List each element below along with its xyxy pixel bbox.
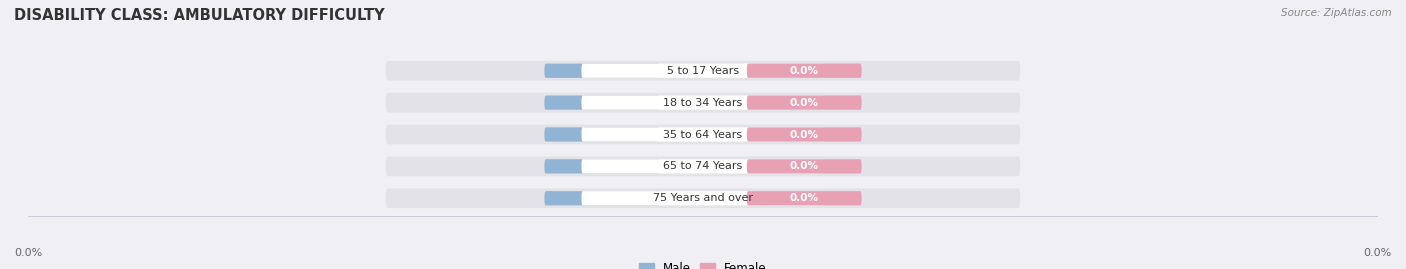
FancyBboxPatch shape [385, 125, 1021, 144]
FancyBboxPatch shape [582, 191, 824, 205]
FancyBboxPatch shape [747, 128, 862, 141]
FancyBboxPatch shape [582, 128, 824, 141]
Text: 75 Years and over: 75 Years and over [652, 193, 754, 203]
Text: 0.0%: 0.0% [790, 98, 818, 108]
FancyBboxPatch shape [385, 157, 1021, 176]
FancyBboxPatch shape [747, 95, 862, 110]
Text: 5 to 17 Years: 5 to 17 Years [666, 66, 740, 76]
Text: 0.0%: 0.0% [790, 193, 818, 203]
FancyBboxPatch shape [544, 64, 659, 78]
FancyBboxPatch shape [582, 95, 824, 110]
FancyBboxPatch shape [747, 64, 862, 78]
Text: Source: ZipAtlas.com: Source: ZipAtlas.com [1281, 8, 1392, 18]
Text: 0.0%: 0.0% [588, 66, 616, 76]
Text: 0.0%: 0.0% [790, 66, 818, 76]
FancyBboxPatch shape [747, 159, 862, 174]
Text: 0.0%: 0.0% [588, 161, 616, 171]
Text: 0.0%: 0.0% [588, 98, 616, 108]
FancyBboxPatch shape [544, 159, 659, 174]
FancyBboxPatch shape [582, 64, 824, 78]
Text: 0.0%: 0.0% [14, 248, 42, 258]
FancyBboxPatch shape [385, 61, 1021, 81]
Text: 65 to 74 Years: 65 to 74 Years [664, 161, 742, 171]
Text: 0.0%: 0.0% [588, 129, 616, 140]
FancyBboxPatch shape [582, 159, 824, 174]
FancyBboxPatch shape [385, 93, 1021, 112]
Legend: Male, Female: Male, Female [634, 258, 772, 269]
FancyBboxPatch shape [544, 95, 659, 110]
Text: 0.0%: 0.0% [588, 193, 616, 203]
Text: 0.0%: 0.0% [790, 129, 818, 140]
Text: 35 to 64 Years: 35 to 64 Years [664, 129, 742, 140]
FancyBboxPatch shape [544, 191, 659, 205]
Text: 0.0%: 0.0% [790, 161, 818, 171]
FancyBboxPatch shape [385, 188, 1021, 208]
FancyBboxPatch shape [544, 128, 659, 141]
FancyBboxPatch shape [747, 191, 862, 205]
Text: DISABILITY CLASS: AMBULATORY DIFFICULTY: DISABILITY CLASS: AMBULATORY DIFFICULTY [14, 8, 385, 23]
Text: 0.0%: 0.0% [1364, 248, 1392, 258]
Text: 18 to 34 Years: 18 to 34 Years [664, 98, 742, 108]
